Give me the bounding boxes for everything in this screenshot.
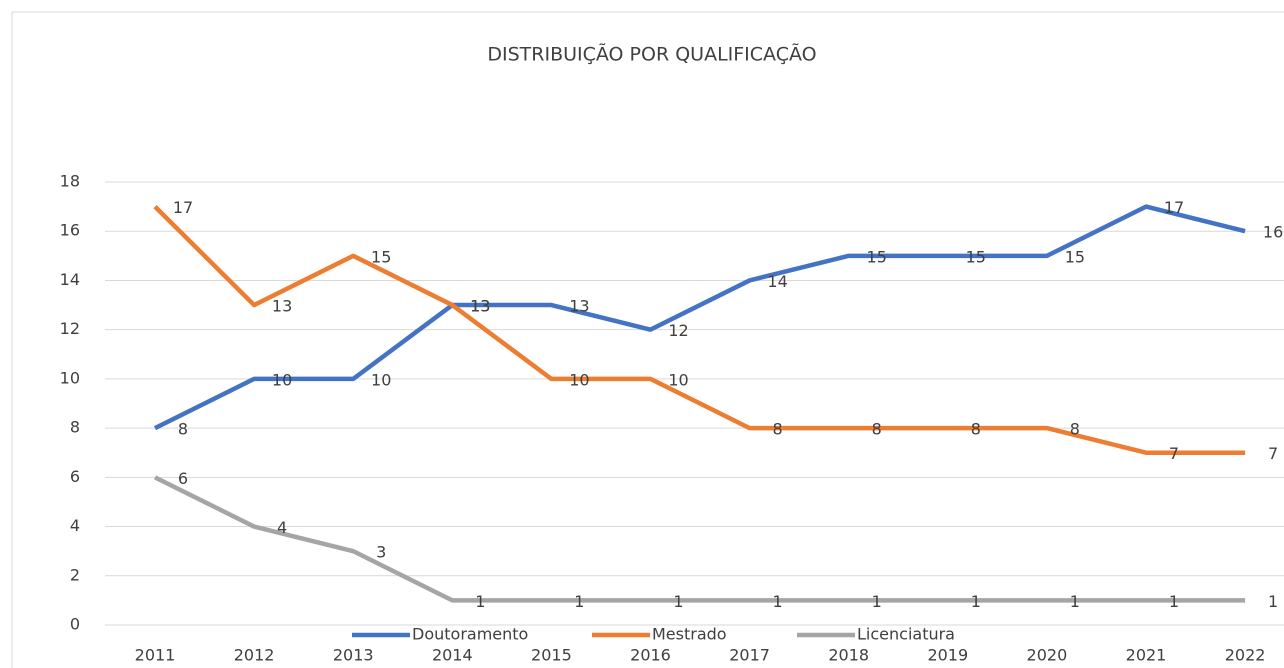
y-tick-label: 18 — [60, 172, 80, 191]
y-tick-label: 16 — [60, 221, 80, 240]
data-label: 15 — [966, 247, 986, 266]
data-label: 1 — [773, 592, 783, 611]
data-label: 8 — [773, 420, 783, 439]
data-label: 13 — [272, 297, 292, 316]
data-label: 15 — [1065, 247, 1085, 266]
data-label: 1 — [1268, 592, 1278, 611]
data-label: 7 — [1169, 444, 1179, 463]
x-tick-label: 2012 — [234, 646, 275, 665]
data-label: 1 — [872, 592, 882, 611]
y-tick-label: 12 — [60, 319, 80, 338]
x-tick-label: 2019 — [927, 646, 968, 665]
data-label: 17 — [173, 198, 193, 217]
legend-label: Doutoramento — [412, 625, 528, 644]
y-tick-label: 6 — [70, 467, 80, 486]
y-tick-label: 10 — [60, 368, 80, 387]
y-tick-label: 0 — [70, 615, 80, 634]
legend-label: Licenciatura — [857, 625, 955, 644]
data-label: 1 — [971, 592, 981, 611]
data-label: 14 — [767, 272, 787, 291]
data-label: 1 — [475, 592, 485, 611]
data-label: 6 — [178, 469, 188, 488]
data-label: 16 — [1263, 223, 1283, 242]
x-tick-label: 2016 — [630, 646, 671, 665]
x-tick-label: 2020 — [1027, 646, 1068, 665]
data-label: 15 — [867, 247, 887, 266]
data-label: 8 — [1070, 420, 1080, 439]
data-label: 8 — [872, 420, 882, 439]
x-tick-label: 2017 — [729, 646, 770, 665]
data-label: 8 — [178, 420, 188, 439]
data-label: 13 — [470, 297, 490, 316]
data-label: 1 — [673, 592, 683, 611]
data-label: 10 — [371, 370, 391, 389]
y-tick-label: 4 — [70, 516, 80, 535]
series-line — [153, 204, 1246, 431]
y-tick-label: 8 — [70, 418, 80, 437]
data-label: 1 — [574, 592, 584, 611]
data-label: 10 — [668, 370, 688, 389]
series-line — [153, 475, 1246, 603]
data-label: 4 — [277, 518, 287, 537]
x-tick-label: 2021 — [1126, 646, 1167, 665]
y-tick-label: 2 — [70, 565, 80, 584]
chart-border — [11, 11, 1284, 668]
data-label: 12 — [668, 321, 688, 340]
x-tick-label: 2013 — [333, 646, 374, 665]
data-label: 13 — [569, 297, 589, 316]
data-label: 15 — [371, 247, 391, 266]
data-label: 13 — [470, 297, 490, 316]
x-tick-label: 2014 — [432, 646, 473, 665]
data-label: 10 — [272, 370, 292, 389]
data-label: 1 — [1070, 592, 1080, 611]
data-label: 7 — [1268, 444, 1278, 463]
legend-label: Mestrado — [652, 625, 727, 644]
x-tick-label: 2018 — [828, 646, 869, 665]
x-tick-label: 2011 — [135, 646, 176, 665]
data-label: 17 — [1164, 198, 1184, 217]
x-tick-label: 2022 — [1225, 646, 1266, 665]
data-label: 1 — [1169, 592, 1179, 611]
data-label: 8 — [971, 420, 981, 439]
x-tick-label: 2015 — [531, 646, 572, 665]
data-label: 3 — [376, 543, 386, 562]
series-line — [153, 205, 1246, 455]
data-label: 10 — [569, 370, 589, 389]
y-tick-label: 14 — [60, 270, 80, 289]
chart-title: DISTRIBUIÇÃO POR QUALIFICAÇÃO — [487, 43, 816, 66]
